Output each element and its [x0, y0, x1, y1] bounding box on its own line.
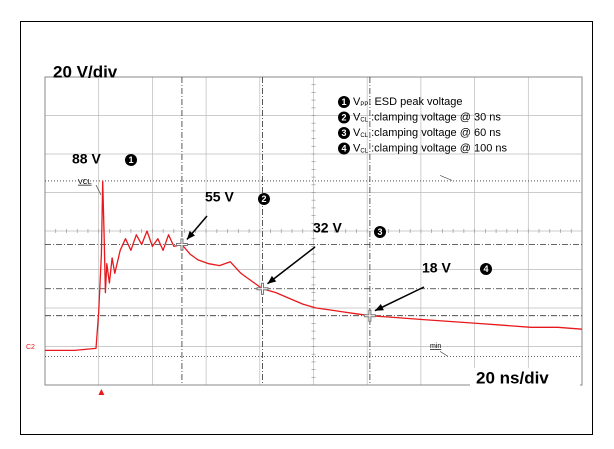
legend-marker	[338, 111, 350, 124]
annotation-label: 18 V	[422, 260, 451, 276]
legend-symbol: V	[353, 111, 361, 123]
annotation-marker	[258, 193, 270, 205]
legend-sub: CL	[360, 133, 368, 139]
leader	[439, 351, 449, 357]
legend-sub: CL	[360, 148, 368, 154]
frame	[20, 21, 593, 435]
legend-symbol: V	[353, 96, 361, 108]
legend-marker	[338, 127, 350, 139]
arrow-head	[374, 303, 384, 311]
legend-text: : ESD peak voltage	[368, 96, 462, 108]
legend-text: :clamping voltage @ 100 ns	[368, 142, 507, 154]
leader	[95, 184, 102, 196]
legend-entry: VCL :clamping voltage @ 30 ns	[353, 111, 501, 123]
legend-symbol: V	[353, 127, 361, 139]
legend-marker-number: 2	[341, 112, 346, 122]
legend-text: :clamping voltage @ 30 ns	[368, 111, 501, 123]
legend-entry: VCL :clamping voltage @ 60 ns	[353, 127, 501, 139]
legend-entry: VCL :clamping voltage @ 100 ns	[353, 142, 507, 154]
trigger-marker	[98, 389, 105, 395]
graticule	[44, 76, 583, 386]
x-scale-label-background	[470, 368, 580, 390]
legend-marker	[338, 142, 350, 155]
annotation-label: 32 V	[313, 220, 342, 236]
arrow-head	[267, 275, 277, 284]
annotation-marker-number: 1	[128, 155, 133, 165]
channel-label: C2	[26, 344, 35, 351]
arrow	[374, 286, 425, 312]
leader	[439, 175, 453, 181]
legend-text: :clamping voltage @ 60 ns	[368, 127, 501, 139]
annotation-marker	[125, 154, 137, 166]
y-scale-label: 20 V/div	[53, 62, 118, 81]
legend-sub: PP	[360, 102, 368, 108]
annotation-marker-number: 2	[261, 194, 266, 204]
legend-marker-number: 1	[341, 97, 346, 107]
annotation-marker	[374, 226, 386, 238]
annotation-marker	[480, 263, 492, 275]
crosshair-core	[364, 310, 375, 321]
annotation-label: 55 V	[205, 189, 234, 205]
arrow	[267, 246, 316, 285]
legend-marker-number: 3	[341, 128, 346, 138]
crosshair-core	[257, 283, 268, 294]
arrow-head	[186, 230, 195, 240]
plot-border	[44, 76, 583, 386]
crosshair-core	[176, 239, 187, 250]
legend-marker-number: 4	[341, 143, 346, 153]
legend-symbol: V	[353, 142, 361, 154]
annotation-marker-number: 4	[483, 264, 488, 274]
peak-reference-label: VCL	[78, 179, 92, 186]
legend-marker	[338, 96, 350, 108]
x-scale-label: 20 ns/div	[476, 368, 549, 387]
annotation-marker-number: 3	[377, 227, 382, 237]
minimum-reference-label: min	[430, 343, 441, 350]
legend-entry: VPP: ESD peak voltage	[353, 96, 463, 108]
annotation-label: 88 V	[72, 151, 101, 167]
legend-sub: CL	[360, 117, 368, 123]
